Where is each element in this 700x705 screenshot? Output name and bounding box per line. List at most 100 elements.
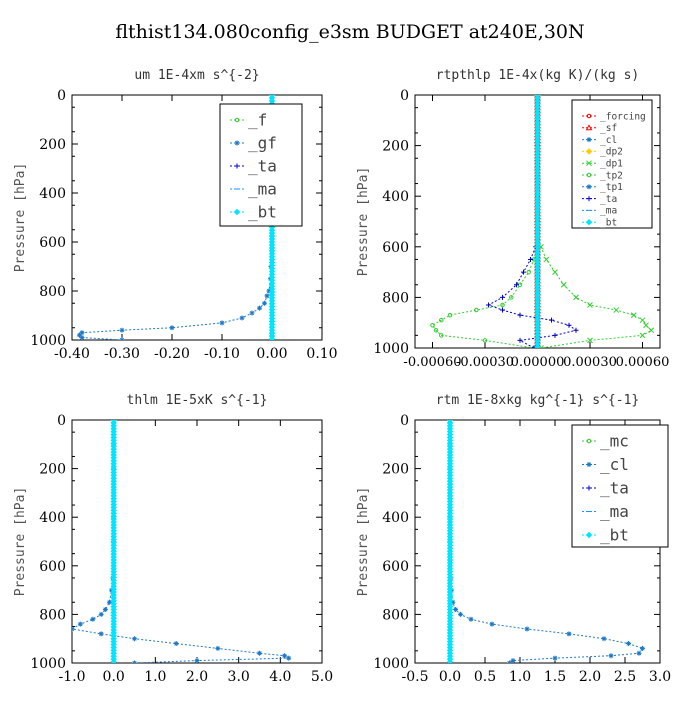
series-point: [447, 312, 453, 318]
series-point: [482, 338, 488, 343]
series-point: [264, 293, 270, 299]
series-point: [640, 645, 645, 651]
series-point: [500, 294, 505, 300]
y-axis-label: Pressure [hPa]: [13, 487, 28, 597]
y-tick-label: 400: [382, 510, 409, 526]
legend-box: [219, 103, 303, 227]
y-tick-label: 600: [39, 235, 66, 251]
legend-entry-tp1: _tp1: [600, 182, 623, 193]
y-tick-label: 800: [39, 607, 66, 623]
y-tick-label: 600: [382, 240, 409, 256]
x-tick-label: 0.00030: [563, 355, 617, 370]
y-tick-label: 200: [39, 462, 66, 478]
y-tick-label: 800: [382, 607, 409, 623]
y-tick-label: 400: [39, 510, 66, 526]
panel-3: thlm 1E-5xK s^{-1} Pressure [hPa] 0 200 400 6…: [13, 393, 669, 685]
panel-title: rtpthlp 1E-4x(kg K)/(kg s): [436, 68, 640, 83]
y-tick-label: 600: [39, 559, 66, 575]
y-tick-label: 400: [382, 189, 409, 205]
panel-title: rtm 1E-8xkg kg^{-1} s^{-1}: [436, 393, 640, 408]
series-point: [215, 645, 221, 651]
x-tick-label: 0.00: [256, 346, 287, 362]
y-tick-label: 1000: [30, 656, 66, 672]
series-line-cl: [72, 420, 291, 663]
panel-4: rtm 1E-8xkg kg^{-1} s^{-1} Pressure [hPa]…: [356, 393, 671, 685]
legend-entry-ta: _ta: [600, 479, 629, 498]
legend-swatch-marker: [586, 160, 592, 167]
plot-frame: [71, 94, 323, 341]
series-point: [549, 317, 554, 323]
series-point: [132, 660, 137, 663]
legend-swatch-marker: [234, 117, 240, 123]
legend-entry-f: _f: [248, 111, 267, 130]
x-tick-label: -0.00060: [403, 355, 461, 370]
series-point: [439, 317, 444, 323]
x-tick-label: 0.0: [439, 669, 461, 685]
y-tick-label: 0: [57, 413, 66, 429]
y-tick-label: 1000: [30, 333, 66, 349]
legend-entry-ma: _ma: [600, 206, 617, 217]
legend-entry-cl: _cl: [600, 135, 617, 146]
x-tick-label: 2.0: [186, 669, 208, 685]
x-tick-label: -0.30: [104, 346, 140, 362]
series-point: [587, 302, 593, 308]
series-point: [77, 332, 82, 338]
x-tick-label: 0.0: [103, 669, 125, 685]
legend-swatch-marker: [586, 485, 592, 491]
series-point: [509, 295, 514, 300]
x-tick-label: 4.0: [269, 669, 291, 685]
series-point: [194, 658, 200, 663]
series-point: [517, 312, 523, 318]
legend-entry-gf: _gf: [248, 134, 277, 153]
legend-entry-ma: _ma: [248, 180, 277, 199]
plot-frame: [71, 419, 323, 664]
series-point: [531, 345, 537, 348]
legend: _mc _cl _ta _ma _bt: [571, 424, 669, 548]
series-group: [430, 95, 655, 348]
series-point: [433, 328, 439, 333]
figure-title: flthist134.080config_e3sm BUDGET at240E,…: [115, 21, 584, 43]
x-tick-label: 1.0: [144, 669, 166, 685]
panel-2: rtpthlp 1E-4x(kg K)/(kg s) Pressure [hPa]…: [356, 68, 669, 370]
series-point: [552, 269, 558, 275]
y-tick-label: 1000: [373, 341, 409, 357]
series-point: [468, 616, 474, 622]
series-point: [587, 337, 593, 344]
legend-entry-dp2: _dp2: [600, 147, 623, 158]
y-tick-label: 0: [57, 88, 66, 104]
series-point: [534, 343, 541, 348]
panels: um 1E-4xm s^{-2} Pressure [hPa] 0 200 400 600…: [13, 68, 671, 685]
series-point: [636, 650, 642, 656]
legend-swatch-marker: [585, 218, 593, 226]
x-tick-label: -0.5: [402, 669, 429, 685]
series-point: [613, 307, 620, 313]
y-tick-label: 200: [382, 462, 409, 478]
x-tick-label: 5.0: [311, 669, 333, 685]
series-point: [526, 269, 531, 275]
series-point: [446, 658, 454, 663]
y-tick-label: 200: [382, 139, 409, 155]
series-point: [486, 302, 491, 308]
legend-swatch-marker: [585, 124, 593, 131]
legend-entry-ta: _ta: [248, 157, 277, 176]
series-point: [266, 288, 272, 294]
series-point: [453, 607, 459, 613]
series-point: [286, 655, 292, 661]
series-point: [552, 655, 558, 661]
y-tick-label: 200: [39, 137, 66, 153]
legend: _forcing_sf_cl_dp2_dp1_tp2_tp1_ta_ma_bt: [571, 99, 653, 229]
series-point: [262, 300, 267, 306]
legend-swatch-marker: [585, 531, 593, 539]
legend-entry-mc: _mc: [600, 432, 629, 451]
legend-entry-ma: _ma: [600, 502, 629, 521]
panel-title: thlm 1E-5xK s^{-1}: [127, 393, 268, 408]
x-tick-label: -1.0: [59, 669, 86, 685]
legend-entry-bt: _bt: [600, 526, 629, 545]
series-point: [528, 256, 533, 262]
legend-swatch-marker: [586, 462, 592, 467]
x-tick-label: -0.40: [54, 346, 90, 362]
series-point: [450, 599, 456, 605]
series-point: [219, 320, 225, 326]
series-line-tp2: [431, 95, 538, 348]
